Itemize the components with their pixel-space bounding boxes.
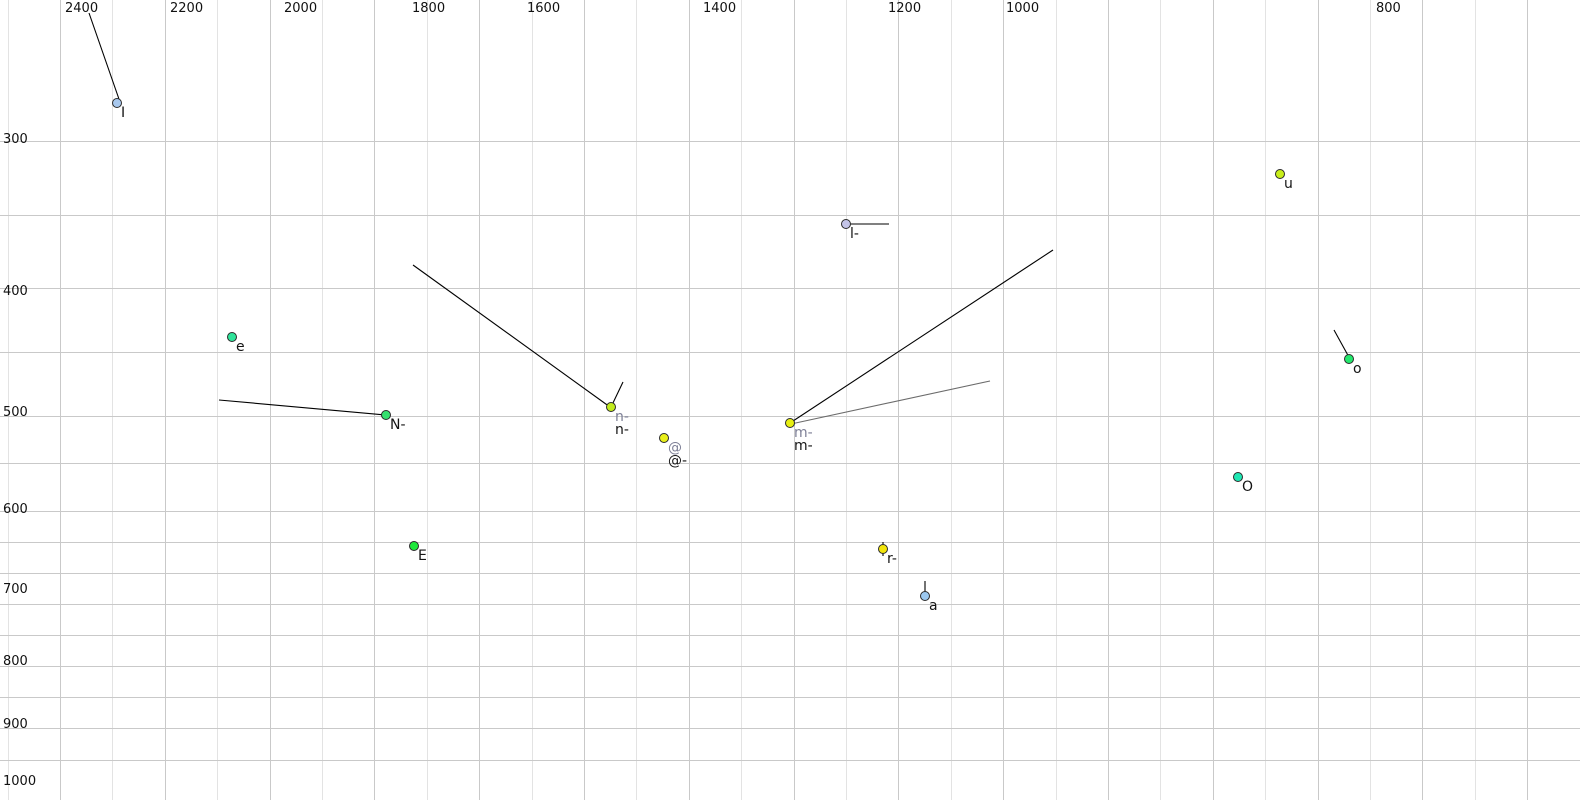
vowel-marker-a[interactable] [920,591,930,601]
vowel-label: I [121,105,126,121]
vowel-marker-u[interactable] [1275,169,1285,179]
vowel-marker-E[interactable] [409,541,419,551]
y-axis-tick-400: 400 [3,284,28,299]
vowel-label: N- [390,417,406,433]
y-axis-tick-300: 300 [3,132,28,147]
vowel-label: u [1284,176,1293,192]
x-axis-tick-2400: 2400 [65,1,99,16]
vowel-label: m- [794,438,813,454]
track-I [88,12,121,103]
y-axis-tick-1000: 1000 [3,774,37,789]
vowel-label: n- [615,422,629,438]
vowel-marker-O[interactable] [1233,472,1243,482]
vowel-marker-r[interactable] [878,544,888,554]
vowel-marker-o[interactable] [1344,354,1354,364]
x-axis-tick-1000: 1000 [1006,1,1040,16]
track-n-main [412,264,611,408]
track-m-up [789,249,1054,424]
vowel-label: r- [887,551,897,567]
vowel-label: E [418,548,427,564]
y-axis-tick-500: 500 [3,405,28,420]
vowel-label: m- [794,425,813,441]
y-axis-tick-800: 800 [3,654,28,669]
vowel-marker-@[interactable] [659,433,669,443]
x-axis-tick-800: 800 [1376,1,1401,16]
x-axis-tick-1800: 1800 [412,1,446,16]
vowel-label: @ [668,440,682,456]
formant-tracks [88,12,1351,598]
y-axis-tick-600: 600 [3,502,28,517]
vowel-label: O [1242,479,1254,495]
vowel-label: o [1353,361,1362,377]
vowel-label: n- [615,409,629,425]
y-axis-tick-700: 700 [3,582,28,597]
vowel-marker-N[interactable] [381,410,391,420]
x-axis-tick-2000: 2000 [284,1,318,16]
vowel-marker-m[interactable] [785,418,795,428]
y-axis-tick-900: 900 [3,717,28,732]
vowel-label: e [236,339,245,355]
vowel-marker-n[interactable] [606,402,616,412]
vowel-marker-e[interactable] [227,332,237,342]
x-axis-tick-2200: 2200 [170,1,204,16]
vowel-label: @- [668,453,688,469]
vowel-marker-l[interactable] [841,219,851,229]
vowel-marker-I[interactable] [112,98,122,108]
x-axis-tick-1400: 1400 [703,1,737,16]
track-n-spur [611,381,624,406]
vowel-label: l- [850,226,859,242]
track-N [218,399,387,416]
track-m-low [790,380,991,425]
x-axis-tick-1200: 1200 [888,1,922,16]
vowel-label: a [929,598,938,614]
x-axis-tick-1600: 1600 [527,1,561,16]
